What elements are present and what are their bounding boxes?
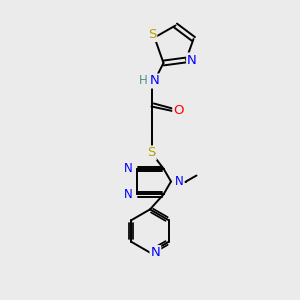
Text: N: N <box>124 162 133 175</box>
Text: N: N <box>150 74 159 88</box>
Text: O: O <box>173 104 184 118</box>
Text: S: S <box>147 146 156 160</box>
Text: N: N <box>175 175 184 188</box>
Text: N: N <box>187 53 197 67</box>
Text: H: H <box>139 74 148 88</box>
Text: N: N <box>124 188 133 201</box>
Text: N: N <box>151 246 160 259</box>
Text: S: S <box>148 28 156 41</box>
